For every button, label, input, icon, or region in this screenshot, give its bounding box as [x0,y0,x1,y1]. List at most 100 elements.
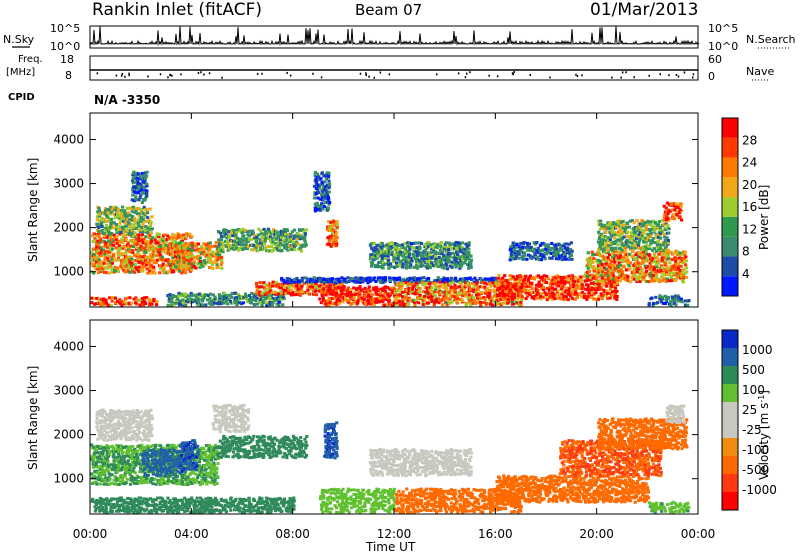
data-cell [216,230,221,233]
data-cell [598,254,602,258]
data-cell [131,249,135,252]
data-cell [543,291,547,295]
data-cell [576,286,580,290]
data-cell [325,284,329,288]
data-cell [506,281,510,285]
data-cell [512,248,516,252]
data-cell [134,296,138,300]
data-cell [298,246,302,250]
data-cell [491,281,495,285]
data-cell [185,261,189,265]
data-cell [501,290,505,294]
data-cell [592,292,596,296]
data-cell [679,204,683,208]
data-cell [682,276,686,280]
data-cell [511,257,515,261]
data-cell [404,266,409,270]
data-cell [445,303,449,307]
data-cell [300,284,304,288]
data-cell [303,235,307,239]
data-cell [401,290,405,294]
data-cell [392,276,396,280]
data-cell [149,246,153,250]
data-cell [318,276,322,280]
data-cell [573,292,578,296]
data-cell [385,250,389,253]
data-cell [321,297,325,300]
data-cell [323,282,327,286]
data-cell [506,298,510,302]
data-cell [252,243,256,247]
data-cell [459,249,463,253]
data-cell [116,208,120,212]
data-cell [251,231,255,235]
data-cell [454,279,458,283]
data-cell [396,295,400,299]
data-cell [467,253,471,257]
data-cell [149,238,153,242]
data-cell [137,185,141,189]
data-cell [132,239,136,243]
data-cell [370,277,374,281]
data-cell [335,220,339,224]
data-cell [391,245,395,248]
data-cell [103,446,107,449]
data-cell [266,287,270,291]
data-cell [324,173,329,177]
data-cell [624,243,628,246]
data-cell [152,267,156,271]
data-cell [131,205,135,209]
data-cell [208,296,212,300]
data-cell [664,269,668,273]
data-cell [117,216,121,220]
data-cell [310,281,314,285]
data-cell [434,278,438,282]
data-cell [91,476,95,480]
data-cell [463,252,467,256]
data-cell [294,282,298,286]
data-cell [150,227,154,231]
data-cell [615,281,619,285]
data-cell [409,263,413,267]
data-cell [635,219,639,222]
data-cell [315,203,319,207]
data-cell [184,271,188,275]
data-cell [215,254,219,258]
data-cell [353,290,357,294]
data-cell [344,295,348,299]
data-cell [204,293,208,297]
data-cell [412,276,416,280]
data-cell [150,244,154,248]
data-cell [403,250,407,253]
data-cell [644,273,648,277]
data-cell [219,245,224,249]
data-cell [652,219,656,223]
data-cell [123,260,127,264]
data-cell [504,293,508,296]
data-cell [432,292,436,296]
data-cell [510,295,514,299]
data-cell [393,281,397,284]
data-cell [451,281,455,285]
data-cell [143,214,147,218]
data-cell [104,244,108,248]
data-cell [418,278,422,282]
data-cell [259,297,263,301]
data-cell [257,233,261,237]
data-cell [137,233,141,237]
data-cell [143,177,148,181]
data-cell [327,197,331,201]
data-cell [445,283,449,287]
data-cell [407,296,411,300]
data-cell [597,297,601,301]
data-cell [137,214,141,218]
data-cell [410,289,414,293]
data-cell [552,252,556,256]
data-cell [661,228,665,232]
data-cell [185,255,189,259]
data-cell [288,281,292,285]
data-cell [620,225,624,229]
data-cell [432,264,436,268]
data-cell [442,263,447,267]
data-cell [110,267,114,271]
